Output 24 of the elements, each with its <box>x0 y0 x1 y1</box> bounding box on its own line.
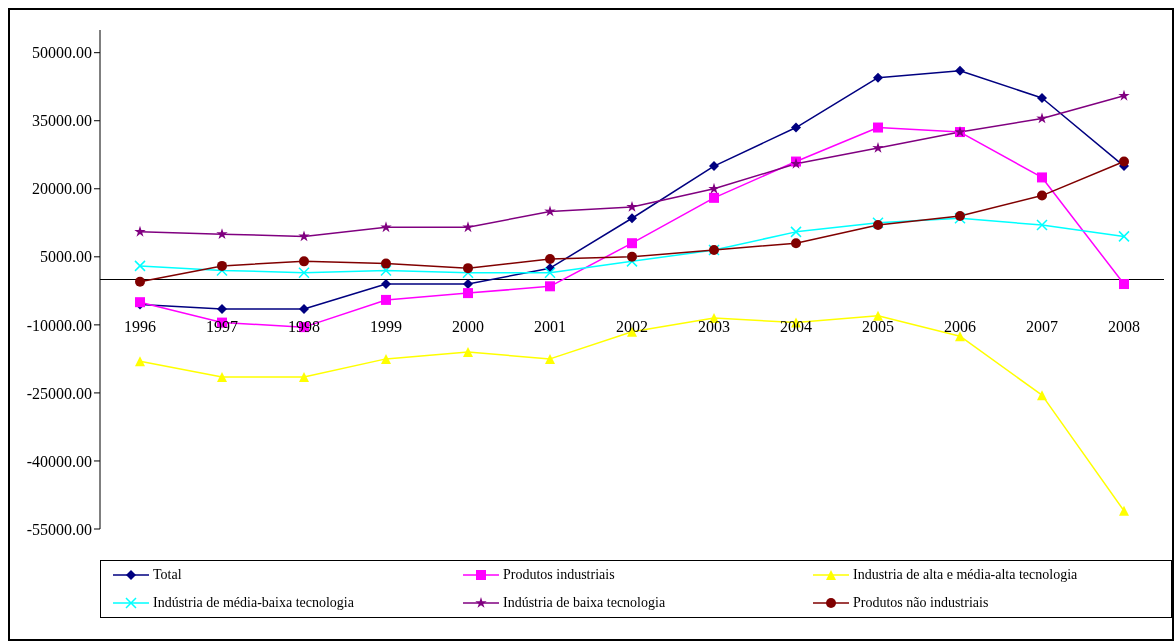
x-tick-label: 2001 <box>534 317 566 335</box>
x-tick-label: 2006 <box>944 317 976 335</box>
legend-label: Produtos não industriais <box>853 595 989 611</box>
y-tick-label: -40000.00 <box>26 452 92 470</box>
legend-label: Produtos industriais <box>503 567 615 583</box>
legend-label: Indústria de média-baixa tecnologia <box>153 595 354 611</box>
y-tick-label: -55000.00 <box>26 520 92 538</box>
x-tick-label: 1996 <box>124 317 156 335</box>
x-tick-label: 2008 <box>1108 317 1140 335</box>
legend-label: Industria de alta e média-alta tecnologia <box>853 567 1078 583</box>
x-tick-label: 2003 <box>698 317 730 335</box>
y-tick-label: -10000.00 <box>26 316 92 334</box>
y-tick-label: -25000.00 <box>26 384 92 402</box>
x-tick-label: 2007 <box>1026 317 1058 335</box>
x-tick-label: 2005 <box>862 317 894 335</box>
x-tick-label: 2002 <box>616 317 648 335</box>
y-tick-label: 20000.00 <box>32 180 92 198</box>
x-tick-label: 2000 <box>452 317 484 335</box>
legend-label: Indústria de baixa tecnologia <box>503 595 666 611</box>
legend-label: Total <box>153 567 182 583</box>
y-tick-label: 50000.00 <box>32 44 92 62</box>
y-tick-label: 5000.00 <box>40 248 92 266</box>
y-tick-label: 35000.00 <box>32 112 92 130</box>
x-tick-label: 1999 <box>370 317 402 335</box>
